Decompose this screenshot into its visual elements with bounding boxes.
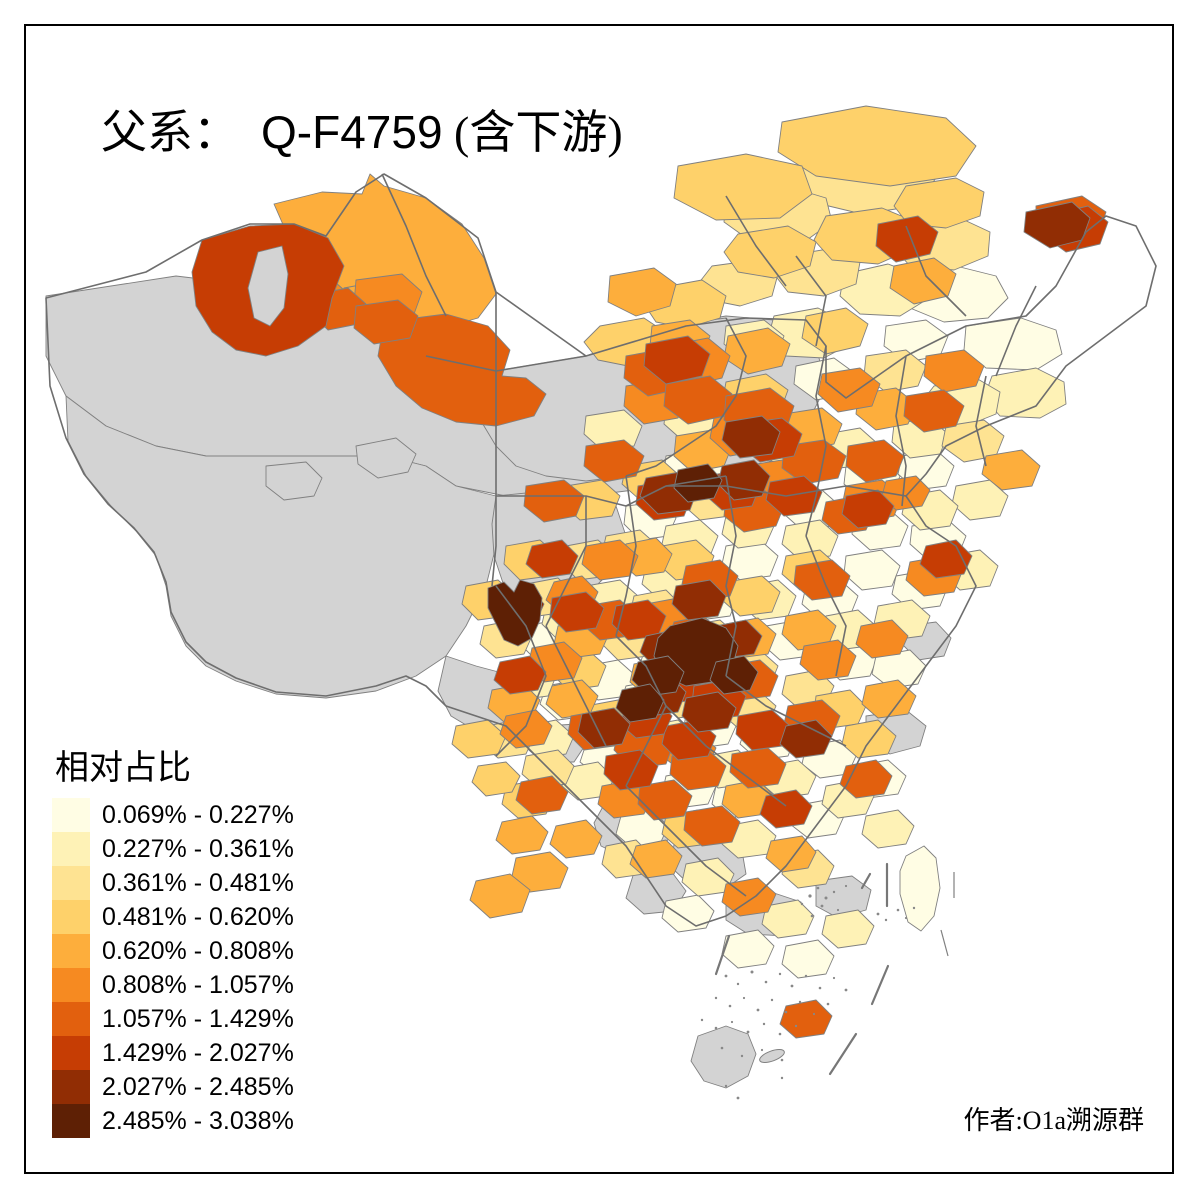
legend-row: 0.808% - 1.057%: [52, 968, 352, 1002]
legend-row: 2.027% - 2.485%: [52, 1070, 352, 1104]
region-taiwan: [899, 845, 941, 932]
legend-swatch: [52, 832, 90, 866]
author-credit: 作者:O1a溯源群: [963, 1106, 1144, 1135]
legend-swatch: [52, 934, 90, 968]
region-group-class-4: [273, 173, 1041, 919]
legend-label: 2.027% - 2.485%: [102, 1073, 294, 1101]
legend-label: 1.429% - 2.027%: [102, 1039, 294, 1067]
title-suffix: (含下游): [454, 107, 623, 158]
legend-row: 0.361% - 0.481%: [52, 866, 352, 900]
region-gansu-hexi: [377, 313, 547, 427]
legend-row: 0.227% - 0.361%: [52, 832, 352, 866]
legend-label: 2.485% - 3.038%: [102, 1107, 294, 1135]
legend-row: 0.481% - 0.620%: [52, 900, 352, 934]
legend-row: 2.485% - 3.038%: [52, 1104, 352, 1138]
legend-row: 1.057% - 1.429%: [52, 1002, 352, 1036]
legend-swatch: [52, 1070, 90, 1104]
legend-swatch: [52, 866, 90, 900]
title-haplogroup: Q-F4759: [261, 106, 443, 158]
legend: 相对占比 0.069% - 0.227% 0.227% - 0.361% 0.361…: [52, 748, 352, 1138]
legend-label: 0.481% - 0.620%: [102, 903, 294, 931]
legend-row: 0.620% - 0.808%: [52, 934, 352, 968]
legend-rows: 0.069% - 0.227% 0.227% - 0.361% 0.361% - 0…: [52, 798, 352, 1138]
province-boundaries: [45, 173, 1157, 927]
page-title: 父系： Q-F4759 (含下游): [55, 48, 623, 217]
south-china-sea-islands: [700, 884, 916, 1100]
legend-swatch: [52, 968, 90, 1002]
legend-row: 1.429% - 2.027%: [52, 1036, 352, 1070]
legend-label: 0.069% - 0.227%: [102, 801, 294, 829]
legend-label: 0.620% - 0.808%: [102, 937, 294, 965]
taiwan-strait-detail: [940, 872, 955, 957]
legend-row: 0.069% - 0.227%: [52, 798, 352, 832]
legend-label: 0.808% - 1.057%: [102, 971, 294, 999]
china-choropleth-map[interactable]: [26, 26, 1172, 1172]
legend-label: 0.227% - 0.361%: [102, 835, 294, 863]
legend-swatch: [52, 900, 90, 934]
legend-label: 1.057% - 1.429%: [102, 1005, 294, 1033]
title-prefix: 父系：: [101, 107, 239, 158]
nine-dash-line: [714, 862, 890, 1076]
legend-swatch: [52, 1002, 90, 1036]
region-sichuan-liangshan: [487, 579, 543, 647]
legend-label: 0.361% - 0.481%: [102, 869, 294, 897]
legend-title: 相对占比: [55, 750, 191, 787]
legend-swatch: [52, 798, 90, 832]
legend-swatch: [52, 1036, 90, 1070]
legend-swatch: [52, 1104, 90, 1138]
